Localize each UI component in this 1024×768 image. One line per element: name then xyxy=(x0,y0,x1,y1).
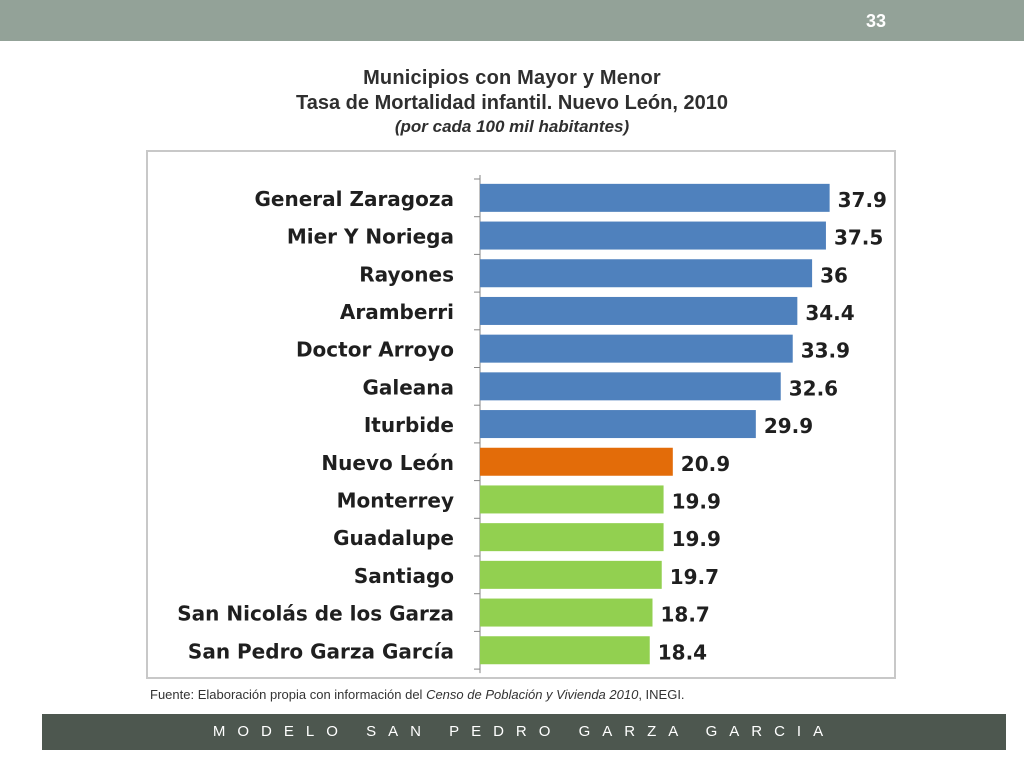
category-label: Rayones xyxy=(359,262,454,286)
category-label: San Pedro Garza García xyxy=(188,639,454,663)
bar xyxy=(480,221,826,250)
category-label: Galeana xyxy=(362,375,454,399)
category-label: Mier Y Noriega xyxy=(287,225,454,249)
chart-frame: General Zaragoza 37.9 Mier Y Noriega 37.5 Ra… xyxy=(146,150,896,679)
data-label: 18.4 xyxy=(658,640,707,664)
source-census: Censo de Población y Vivienda 2010 xyxy=(426,687,639,702)
data-label: 29.9 xyxy=(764,414,813,438)
source-prefix: Fuente: Elaboración propia con informaci… xyxy=(150,687,427,702)
bar xyxy=(480,598,653,627)
category-label: Monterrey xyxy=(337,488,454,512)
data-label: 32.6 xyxy=(789,376,838,400)
bar xyxy=(480,259,813,288)
bar xyxy=(480,410,756,439)
chart-title: Municipios con Mayor y Menor Tasa de Mor… xyxy=(0,66,1024,138)
footer-bar: MODELO SAN PEDRO GARZA GARCIA xyxy=(42,714,1006,750)
category-label: Iturbide xyxy=(364,413,454,437)
bar xyxy=(480,183,830,212)
data-label: 36 xyxy=(820,263,848,287)
bar xyxy=(480,334,793,363)
category-label: Santiago xyxy=(354,564,454,588)
data-label: 20.9 xyxy=(681,452,730,476)
category-label: General Zaragoza xyxy=(254,187,454,211)
slide-number: 33 xyxy=(865,11,886,31)
category-label: San Nicolás de los Garza xyxy=(177,602,454,626)
data-label: 19.9 xyxy=(672,527,721,551)
bar-chart: General Zaragoza 37.9 Mier Y Noriega 37.5 Ra… xyxy=(177,175,887,674)
title-line-2: Tasa de Mortalidad infantil. Nuevo León,… xyxy=(296,92,728,114)
data-label: 34.4 xyxy=(805,301,854,325)
bar xyxy=(480,372,781,401)
title-line-1: Municipios con Mayor y Menor xyxy=(363,67,661,89)
top-bar: 33 xyxy=(0,0,1024,41)
data-label: 18.7 xyxy=(661,603,710,627)
title-line-3: (por cada 100 mil habitantes) xyxy=(394,117,630,136)
data-label: 19.9 xyxy=(672,489,721,513)
category-label: Aramberri xyxy=(340,300,454,324)
bar xyxy=(480,636,650,665)
bar xyxy=(480,560,662,589)
footer-text: MODELO SAN PEDRO GARZA GARCIA xyxy=(212,723,836,740)
source-suffix: , INEGI. xyxy=(638,687,685,702)
data-label: 33.9 xyxy=(801,339,850,363)
source-note: Fuente: Elaboración propia con informaci… xyxy=(150,687,685,702)
category-label: Doctor Arroyo xyxy=(296,338,454,362)
bar xyxy=(480,296,798,325)
category-label: Guadalupe xyxy=(333,526,454,550)
category-label: Nuevo León xyxy=(321,451,454,475)
bar xyxy=(480,523,664,552)
bar xyxy=(480,485,664,514)
data-label: 37.9 xyxy=(838,188,887,212)
bar xyxy=(480,447,673,476)
data-label: 37.5 xyxy=(834,226,883,250)
data-label: 19.7 xyxy=(670,565,719,589)
